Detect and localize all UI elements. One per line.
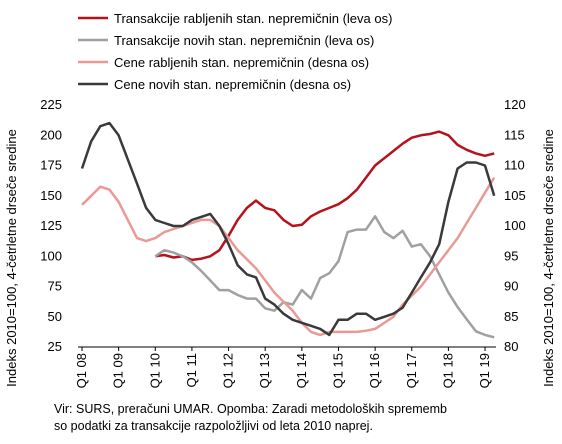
- y2-tick-label: 85: [504, 309, 518, 324]
- y2-tick-label: 120: [504, 97, 526, 112]
- y2-tick-label: 95: [504, 248, 518, 263]
- y-tick-label: 50: [48, 309, 62, 324]
- y-axis-title: Indeks 2010=100, 4-četrletne drseče sred…: [4, 129, 19, 387]
- y-tick-label: 175: [40, 158, 62, 173]
- y-tick-label: 100: [40, 248, 62, 263]
- series-line: [154, 215, 495, 339]
- y2-tick-label: 105: [504, 188, 526, 203]
- y2-tick-label: 115: [504, 127, 525, 142]
- y2-tick-label: 80: [504, 339, 518, 354]
- series-line: [81, 176, 496, 337]
- legend-label: Cene rabljenih stan. nepremičnin (desna …: [114, 55, 369, 70]
- y2-tick-label: 90: [504, 279, 518, 294]
- footnote: Vir: SURS, preračuni UMAR. Opomba: Zarad…: [54, 402, 447, 416]
- y-tick-label: 75: [48, 279, 62, 294]
- x-tick-label: Q1 18: [440, 353, 455, 388]
- x-tick-label: Q1 17: [404, 353, 419, 388]
- y-tick-label: 150: [40, 188, 62, 203]
- y-tick-label: 25: [48, 339, 62, 354]
- y-tick-label: 200: [40, 127, 62, 142]
- x-tick-label: Q1 12: [221, 353, 236, 388]
- legend-label: Cene novih stan. nepremičnin (desna os): [114, 77, 351, 92]
- x-tick-label: Q1 16: [367, 353, 382, 388]
- x-tick-label: Q1 08: [74, 353, 89, 388]
- x-tick-label: Q1 10: [147, 353, 162, 388]
- legend-label: Transakcije rabljenih stan. nepremičnin …: [114, 11, 392, 26]
- y2-axis-title: Indeks 2010=100, 4-četrletne drseče sred…: [541, 129, 556, 387]
- y-tick-label: 125: [40, 218, 62, 233]
- y2-tick-label: 100: [504, 218, 526, 233]
- x-tick-label: Q1 13: [257, 353, 272, 388]
- y-tick-label: 225: [40, 97, 62, 112]
- x-tick-label: Q1 09: [111, 353, 126, 388]
- x-tick-label: Q1 15: [330, 353, 345, 388]
- y2-tick-label: 110: [504, 158, 525, 173]
- footnote: so podatki za transakcije razpoložljivi …: [54, 419, 373, 433]
- series-line: [155, 130, 495, 262]
- series-line: [80, 121, 496, 337]
- x-tick-label: Q1 14: [294, 353, 309, 388]
- legend-label: Transakcije novih stan. nepremičnin (lev…: [114, 33, 374, 48]
- x-tick-label: Q1 19: [477, 353, 492, 388]
- x-tick-label: Q1 11: [184, 353, 199, 387]
